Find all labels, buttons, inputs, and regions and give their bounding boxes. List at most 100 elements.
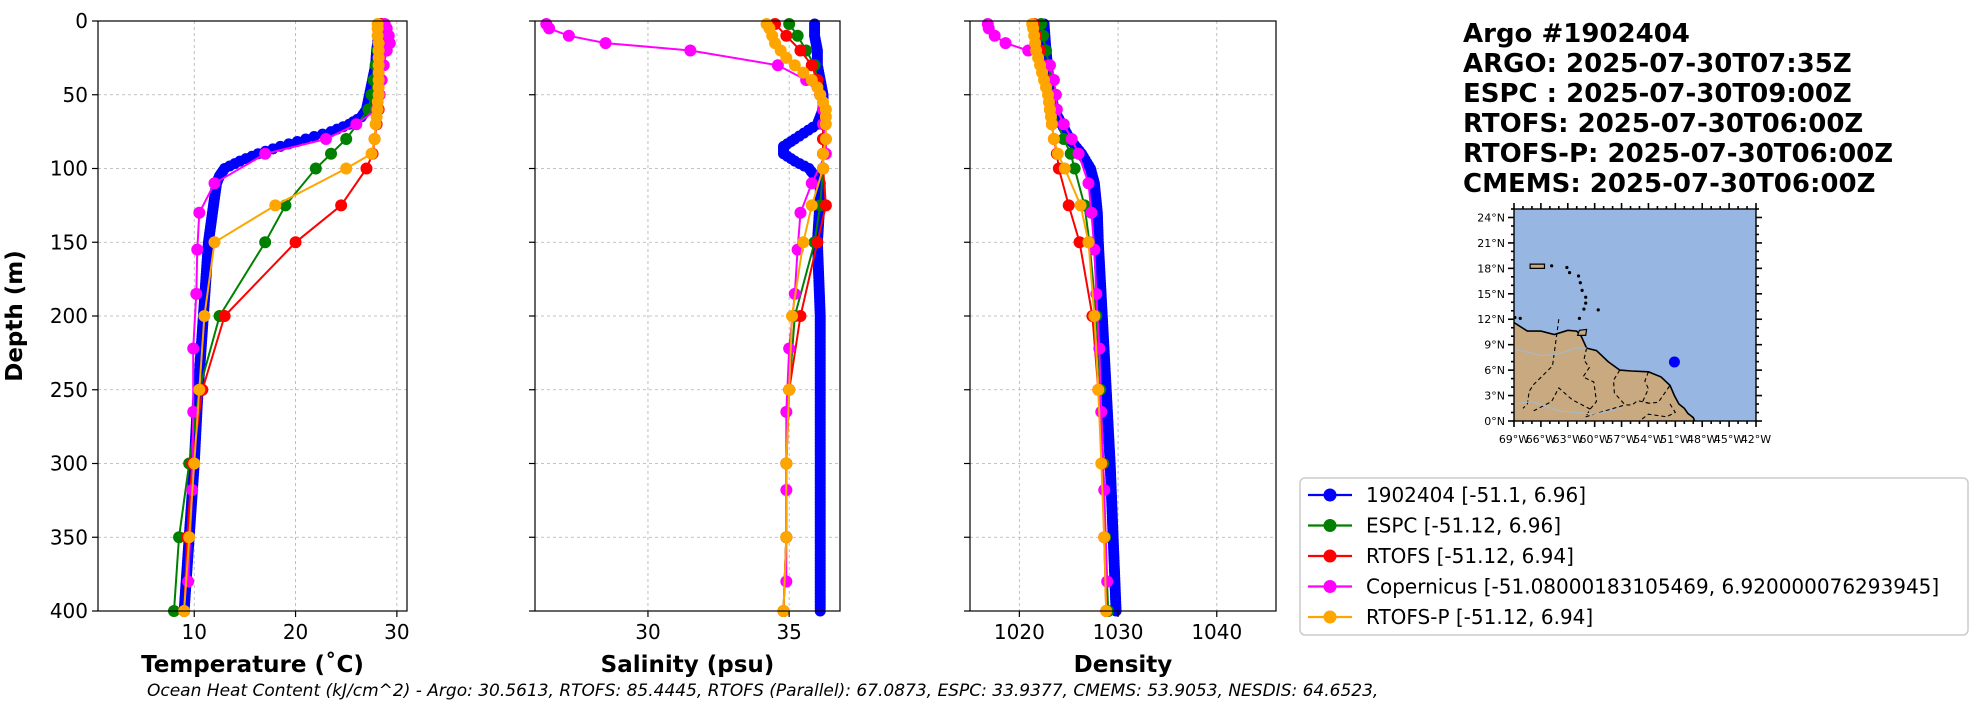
map-lon-label: 51°W bbox=[1660, 433, 1690, 446]
temperature-point-copernicus bbox=[182, 575, 195, 588]
density-point-rtofs-p bbox=[1074, 199, 1087, 212]
map-island bbox=[1584, 295, 1588, 299]
salinity-point-copernicus bbox=[599, 37, 612, 50]
temperature-point-rtofs bbox=[289, 236, 302, 249]
legend-marker bbox=[1323, 488, 1337, 502]
temperature-point-espc bbox=[259, 236, 272, 249]
map-island bbox=[1578, 281, 1582, 285]
temperature-series bbox=[167, 17, 396, 617]
map-river bbox=[1514, 347, 1587, 357]
temperature-point-1902404 bbox=[308, 131, 320, 143]
info-line-espc: ESPC : 2025-07-30T09:00Z bbox=[1463, 79, 1852, 109]
salinity-point-rtofs-p bbox=[797, 236, 810, 249]
temperature-point-rtofs-p bbox=[269, 199, 282, 212]
map-lat-label: 3°N bbox=[1484, 390, 1505, 403]
legend-entry: RTOFS [-51.12, 6.94] bbox=[1366, 544, 1574, 568]
map-river bbox=[1514, 400, 1622, 415]
salinity-point-rtofs-p bbox=[819, 118, 832, 131]
temperature-point-rtofs-p bbox=[193, 383, 206, 396]
info-line-argo: ARGO: 2025-07-30T07:35Z bbox=[1463, 49, 1852, 79]
map-land-puerto-rico bbox=[1529, 263, 1546, 269]
map-lat-label: 0°N bbox=[1484, 415, 1505, 428]
map-lon-label: 60°W bbox=[1579, 433, 1609, 446]
map-lon-label: 57°W bbox=[1606, 433, 1636, 446]
map-island bbox=[1518, 316, 1522, 320]
temperature-point-copernicus bbox=[319, 133, 332, 145]
density-point-rtofs-p bbox=[1095, 457, 1108, 470]
salinity-point-rtofs-p bbox=[785, 310, 798, 322]
depth-tick-label: 400 bbox=[50, 599, 88, 623]
salinity-point-rtofs bbox=[819, 199, 832, 212]
map-island bbox=[1565, 265, 1569, 270]
temperature-point-rtofs-p bbox=[340, 162, 353, 175]
density-xtick-label: 1020 bbox=[994, 620, 1045, 644]
map-frame bbox=[1513, 208, 1757, 422]
salinity-point-copernicus bbox=[562, 29, 575, 42]
salinity-point-rtofs-p bbox=[788, 59, 801, 72]
salinity-xtick-label: 30 bbox=[635, 620, 660, 644]
density-panel: 1020 1030 1040 Density bbox=[964, 17, 1277, 678]
map-lat-label: 24°N bbox=[1477, 211, 1505, 224]
temperature-point-1902404 bbox=[300, 133, 312, 145]
density-point-rtofs-p bbox=[1092, 383, 1105, 396]
map-lat-label: 9°N bbox=[1484, 339, 1505, 352]
map-content bbox=[1514, 263, 1696, 421]
salinity-point-rtofs-p bbox=[780, 531, 793, 544]
density-point-copernicus bbox=[1098, 484, 1111, 497]
salinity-point-copernicus bbox=[780, 575, 793, 588]
temperature-line-rtofs-p bbox=[183, 23, 380, 612]
salinity-point-rtofs-p bbox=[805, 199, 818, 212]
map-border bbox=[1642, 371, 1671, 404]
map-lat-label: 15°N bbox=[1477, 288, 1505, 301]
salinity-point-copernicus bbox=[783, 342, 796, 355]
temperature-point-rtofs-p bbox=[183, 531, 196, 544]
map-border bbox=[1533, 387, 1591, 412]
temperature-point-rtofs-p bbox=[198, 310, 211, 322]
map-lat-label: 18°N bbox=[1477, 262, 1505, 275]
temperature-point-copernicus bbox=[190, 287, 203, 300]
info-line-rtofs: RTOFS: 2025-07-30T06:00Z bbox=[1463, 109, 1863, 139]
salinity-point-rtofs-p bbox=[783, 383, 796, 396]
salinity-line-copernicus bbox=[545, 23, 827, 582]
temperature-point-copernicus bbox=[187, 342, 200, 355]
density-point-rtofs-p bbox=[1047, 133, 1060, 145]
density-point-rtofs-p bbox=[1045, 118, 1058, 131]
map-land-south-america bbox=[1514, 321, 1696, 421]
map-island bbox=[1567, 271, 1572, 275]
depth-tick-label: 300 bbox=[50, 452, 88, 476]
salinity-xtick-label: 35 bbox=[776, 620, 801, 644]
temperature-point-rtofs bbox=[218, 310, 231, 322]
salinity-point-copernicus bbox=[771, 59, 784, 72]
density-point-rtofs-p bbox=[1082, 236, 1095, 249]
depth-tick-label: 200 bbox=[50, 304, 88, 328]
temperature-point-rtofs bbox=[335, 199, 348, 212]
density-point-copernicus bbox=[1101, 575, 1114, 588]
legend-marker bbox=[1323, 519, 1337, 532]
density-point-copernicus bbox=[1082, 177, 1095, 190]
depth-axis-label: Depth (m) bbox=[2, 250, 28, 382]
depth-tick-label: 250 bbox=[50, 378, 88, 402]
legend-marker bbox=[1323, 580, 1337, 593]
density-point-copernicus bbox=[1047, 74, 1060, 86]
map-island bbox=[1584, 301, 1588, 305]
info-line-rtofs-p: RTOFS-P: 2025-07-30T06:00Z bbox=[1463, 139, 1893, 169]
temperature-point-copernicus bbox=[193, 206, 206, 219]
temperature-axis-label: Temperature (˚C) bbox=[141, 651, 364, 678]
depth-tick-label: 100 bbox=[50, 157, 88, 181]
salinity-point-rtofs-p bbox=[817, 162, 830, 175]
salinity-point-copernicus bbox=[805, 177, 818, 190]
location-map: 24°N 21°N 18°N 15°N 12°N 9°N 6°N 3°N 0°N 69°W66°W… bbox=[1477, 203, 1771, 446]
temperature-point-rtofs-p bbox=[208, 236, 221, 249]
salinity-point-rtofs bbox=[794, 310, 807, 322]
info-block: Argo #1902404 ARGO: 2025-07-30T07:35Z ES… bbox=[1463, 19, 1893, 199]
temperature-point-copernicus bbox=[208, 177, 221, 190]
map-lon-label: 54°W bbox=[1633, 433, 1663, 446]
density-series bbox=[981, 17, 1122, 617]
salinity-point-espc bbox=[783, 17, 796, 30]
legend: 1902404 [-51.1, 6.96] ESPC [-51.12, 6.96]… bbox=[1299, 477, 1969, 636]
map-lat-label: 12°N bbox=[1477, 313, 1505, 326]
salinity-point-rtofs bbox=[780, 29, 793, 42]
salinity-axis-label: Salinity (psu) bbox=[601, 652, 775, 678]
